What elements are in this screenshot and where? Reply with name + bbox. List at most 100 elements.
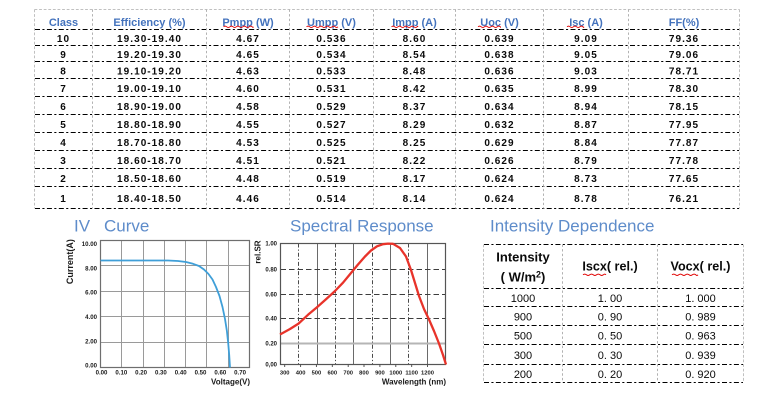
- svg-text:IV: IV: [74, 217, 91, 236]
- svg-text:0.636: 0.636: [484, 66, 514, 77]
- svg-text:4.60: 4.60: [236, 84, 260, 95]
- svg-text:8.25: 8.25: [403, 138, 427, 149]
- svg-text:8.73: 8.73: [574, 174, 598, 185]
- svg-text:8.99: 8.99: [574, 84, 598, 95]
- svg-text:1000: 1000: [511, 293, 535, 305]
- svg-text:0. 939: 0. 939: [685, 350, 716, 362]
- svg-text:0.50: 0.50: [195, 369, 207, 376]
- svg-text:1100: 1100: [405, 370, 418, 376]
- svg-text:4: 4: [60, 138, 67, 149]
- svg-text:300: 300: [280, 370, 290, 376]
- svg-text:700: 700: [343, 370, 353, 376]
- svg-text:0.20: 0.20: [265, 342, 277, 348]
- svg-text:0.624: 0.624: [484, 194, 514, 205]
- svg-text:77.78: 77.78: [669, 156, 699, 167]
- svg-text:19.00-19.10: 19.00-19.10: [117, 84, 182, 95]
- svg-text:300: 300: [514, 350, 532, 362]
- svg-text:19.30-19.40: 19.30-19.40: [117, 34, 182, 45]
- svg-text:Wavelength (nm): Wavelength (nm): [382, 378, 446, 387]
- svg-text:8.84: 8.84: [574, 138, 598, 149]
- svg-text:77.65: 77.65: [669, 174, 699, 185]
- svg-text:500: 500: [514, 330, 532, 342]
- svg-text:0.624: 0.624: [484, 174, 514, 185]
- svg-text:FF(%): FF(%): [669, 17, 700, 29]
- svg-text:79.06: 79.06: [669, 50, 699, 61]
- svg-text:0. 989: 0. 989: [685, 311, 716, 323]
- svg-text:0.626: 0.626: [484, 156, 514, 167]
- svg-text:0.632: 0.632: [484, 120, 514, 131]
- svg-text:Pmpp (W): Pmpp (W): [222, 17, 274, 29]
- svg-text:0.80: 0.80: [265, 268, 277, 274]
- svg-text:4.51: 4.51: [236, 156, 260, 167]
- svg-text:9.09: 9.09: [574, 34, 598, 45]
- svg-text:4.53: 4.53: [236, 138, 260, 149]
- svg-text:0.527: 0.527: [316, 120, 346, 131]
- svg-text:78.71: 78.71: [669, 66, 699, 77]
- svg-text:200: 200: [514, 369, 532, 381]
- svg-text:0.40: 0.40: [175, 369, 187, 376]
- svg-text:900: 900: [375, 370, 385, 376]
- svg-text:6: 6: [60, 102, 67, 113]
- svg-text:Efficiency (%): Efficiency (%): [113, 17, 185, 29]
- svg-text:8.79: 8.79: [574, 156, 598, 167]
- svg-text:500: 500: [312, 370, 322, 376]
- svg-text:0.60: 0.60: [214, 369, 226, 376]
- svg-text:800: 800: [359, 370, 369, 376]
- svg-text:Isc (A): Isc (A): [569, 17, 603, 29]
- svg-text:0.00: 0.00: [96, 369, 108, 376]
- svg-text:8.17: 8.17: [403, 174, 427, 185]
- svg-text:76.21: 76.21: [669, 194, 699, 205]
- svg-text:6.00: 6.00: [85, 290, 97, 297]
- svg-text:0.521: 0.521: [316, 156, 346, 167]
- svg-text:8: 8: [60, 66, 67, 77]
- svg-text:rel.SR: rel.SR: [254, 240, 263, 263]
- svg-text:10.00: 10.00: [82, 241, 98, 248]
- svg-text:0. 920: 0. 920: [685, 369, 716, 381]
- svg-text:Uoc (V): Uoc (V): [480, 17, 519, 29]
- svg-text:0.635: 0.635: [484, 84, 514, 95]
- svg-text:Intensity: Intensity: [496, 250, 550, 265]
- svg-text:9.05: 9.05: [574, 50, 598, 61]
- svg-text:4.65: 4.65: [236, 50, 260, 61]
- svg-text:77.87: 77.87: [669, 138, 699, 149]
- svg-text:8.00: 8.00: [85, 265, 97, 272]
- svg-text:8.60: 8.60: [403, 34, 427, 45]
- svg-text:600: 600: [327, 370, 337, 376]
- svg-text:0.634: 0.634: [484, 102, 514, 113]
- svg-text:8.94: 8.94: [574, 102, 598, 113]
- svg-text:78.30: 78.30: [669, 84, 699, 95]
- svg-text:0.533: 0.533: [316, 66, 346, 77]
- svg-text:0.639: 0.639: [484, 34, 514, 45]
- svg-text:0. 30: 0. 30: [598, 350, 622, 362]
- svg-text:0.629: 0.629: [484, 138, 514, 149]
- svg-text:8.78: 8.78: [574, 194, 598, 205]
- svg-text:18.90-19.00: 18.90-19.00: [117, 102, 182, 113]
- svg-text:Curve: Curve: [104, 217, 149, 236]
- svg-text:8.22: 8.22: [403, 156, 427, 167]
- svg-text:0.10: 0.10: [115, 369, 127, 376]
- svg-text:0. 20: 0. 20: [598, 369, 622, 381]
- svg-text:0.514: 0.514: [316, 194, 346, 205]
- svg-text:Umpp (V): Umpp (V): [307, 17, 356, 29]
- svg-text:1. 00: 1. 00: [598, 293, 622, 305]
- svg-text:900: 900: [514, 311, 532, 323]
- svg-text:4.63: 4.63: [236, 66, 260, 77]
- svg-text:18.50-18.60: 18.50-18.60: [117, 174, 182, 185]
- svg-text:0.534: 0.534: [316, 50, 346, 61]
- svg-text:18.40-18.50: 18.40-18.50: [117, 194, 182, 205]
- svg-text:Class: Class: [49, 17, 78, 29]
- svg-text:Intensity Dependence: Intensity Dependence: [490, 217, 654, 236]
- svg-text:8.87: 8.87: [574, 120, 598, 131]
- svg-text:2.00: 2.00: [85, 338, 97, 345]
- svg-text:0.519: 0.519: [316, 174, 346, 185]
- svg-text:0.638: 0.638: [484, 50, 514, 61]
- svg-text:78.15: 78.15: [669, 102, 699, 113]
- svg-text:0.70: 0.70: [234, 369, 246, 376]
- svg-text:0.30: 0.30: [155, 369, 167, 376]
- svg-text:4.00: 4.00: [85, 314, 97, 321]
- svg-text:3: 3: [60, 156, 67, 167]
- svg-text:0.20: 0.20: [135, 369, 147, 376]
- svg-text:18.60-18.70: 18.60-18.70: [117, 156, 182, 167]
- svg-text:4.67: 4.67: [236, 34, 260, 45]
- svg-text:8.42: 8.42: [403, 84, 427, 95]
